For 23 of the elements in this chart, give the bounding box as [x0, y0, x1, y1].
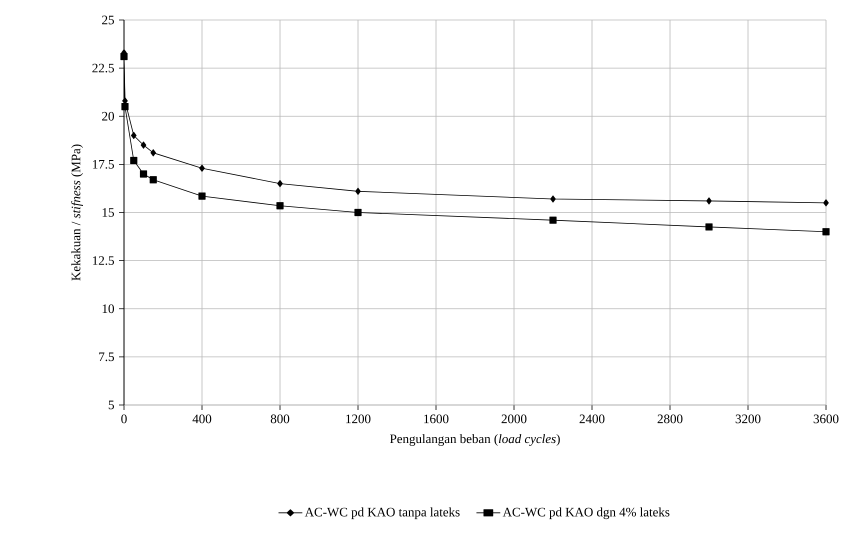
x-axis-title: Pengulangan beban (load cycles)	[390, 434, 560, 446]
x-tick-label: 1600	[424, 414, 448, 424]
x-tick-label: 2000	[502, 414, 526, 424]
y-tick-label: 5	[108, 400, 114, 410]
x-tick-label: 1200	[346, 414, 370, 424]
x-tick-label: 3600	[814, 414, 838, 424]
legend-label: AC-WC pd KAO dgn 4% lateks	[502, 507, 670, 520]
y-tick-label: 17.5	[92, 160, 114, 169]
x-tick-label: 3200	[736, 414, 760, 424]
y-tick-label: 22.5	[92, 64, 114, 72]
y-tick-label: 7.5	[99, 352, 114, 362]
x-tick-label: 400	[192, 414, 212, 424]
x-tick-label: 0	[121, 414, 127, 424]
y-tick-label: 10	[102, 304, 114, 314]
x-tick-label: 2400	[580, 414, 604, 424]
y-tick-label: 25	[102, 16, 114, 24]
legend-label: AC-WC pd KAO tanpa lateks	[304, 507, 460, 520]
x-tick-label: 2800	[658, 414, 682, 424]
y-axis-title: Kekakuan / stifness (MPa)	[71, 144, 83, 281]
x-tick-label: 800	[270, 414, 290, 424]
y-tick-label: 20	[102, 112, 114, 121]
y-tick-label: 12.5	[92, 256, 114, 265]
y-tick-label: 15	[102, 208, 114, 217]
